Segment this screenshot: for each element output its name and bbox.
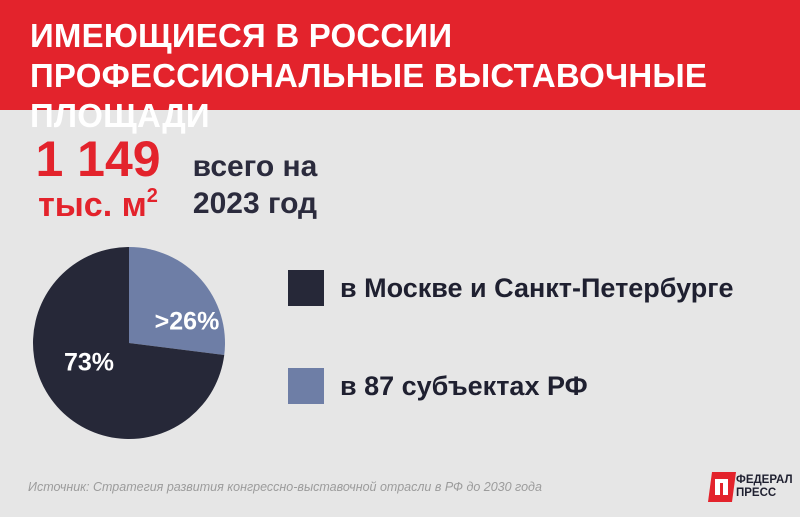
logo-text-line1: ФЕДЕРАЛ	[736, 474, 793, 486]
period-label: всего на 2023 год	[192, 150, 318, 220]
pie-label-moscow-spb: 73%	[64, 349, 114, 377]
unit-text: тыс. м	[38, 186, 147, 224]
legend-label-regions: в 87 субъектах РФ	[340, 371, 588, 401]
header-banner: ИМЕЮЩИЕСЯ В РОССИИ ПРОФЕССИОНАЛЬНЫЕ ВЫСТ…	[0, 0, 800, 134]
pie-slice-regions	[129, 247, 226, 356]
source-note: Источник: Стратегия развития конгрессно-…	[28, 480, 542, 494]
logo-text-line2: ПРЕСС	[736, 487, 777, 499]
pie-label-regions: >26%	[155, 308, 220, 336]
legend-label-moscow-spb: в Москве и Санкт-Петербурге	[340, 273, 734, 303]
logo-mark-icon	[708, 472, 736, 502]
total-area-block: 1 149 тыс. м2	[28, 132, 168, 224]
page-title: ИМЕЮЩИЕСЯ В РОССИИ ПРОФЕССИОНАЛЬНЫЕ ВЫСТ…	[30, 17, 708, 134]
pie-slice-moscow-spb	[33, 247, 225, 439]
total-area-unit: тыс. м2	[28, 186, 168, 224]
legend-swatch-moscow-spb	[288, 270, 324, 306]
pie-chart: 73% >26%	[33, 247, 226, 439]
legend-swatch-regions	[288, 368, 324, 404]
logo-text: ФЕДЕРАЛ ПРЕСС	[736, 474, 796, 500]
total-area-value: 1 149	[35, 131, 161, 187]
unit-superscript: 2	[146, 185, 158, 207]
federalpress-logo: ФЕДЕРАЛ ПРЕСС	[706, 468, 793, 508]
